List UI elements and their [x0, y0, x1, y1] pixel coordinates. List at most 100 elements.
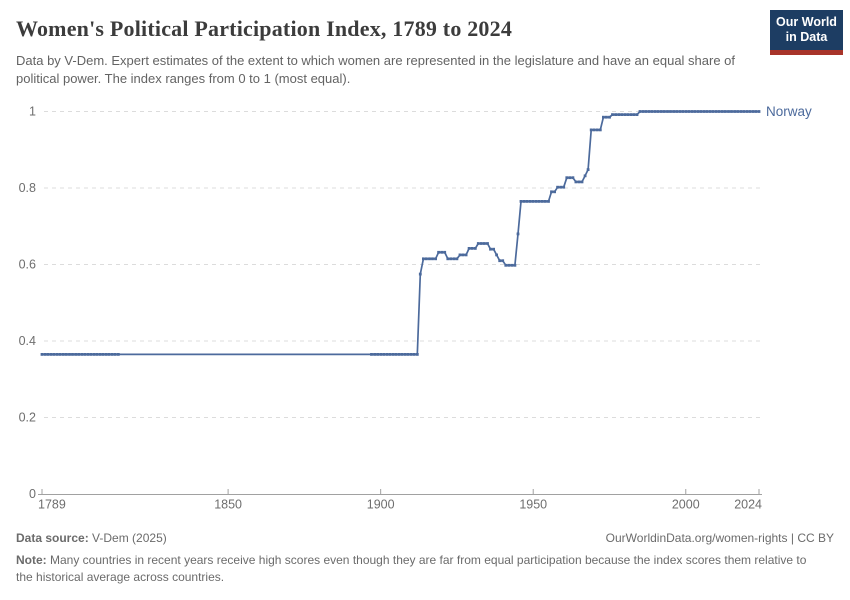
data-point-marker: [504, 263, 508, 267]
data-point-marker: [519, 200, 523, 203]
data-point-marker: [89, 353, 93, 356]
data-point-marker: [672, 110, 675, 113]
data-point-marker: [113, 353, 117, 356]
owid-logo[interactable]: Our World in Data: [770, 10, 843, 55]
data-point-marker: [501, 259, 505, 263]
data-point-marker: [403, 353, 407, 356]
data-point-marker: [629, 113, 633, 116]
norway-line-markers: [40, 110, 761, 356]
data-point-marker: [49, 353, 53, 356]
data-point-marker: [693, 110, 697, 113]
data-point-marker: [727, 110, 730, 113]
data-point-marker: [550, 190, 553, 194]
data-point-marker: [717, 110, 721, 113]
data-point-marker: [605, 115, 608, 119]
data-point-marker: [77, 353, 80, 356]
data-point-marker: [574, 180, 578, 184]
data-point-marker: [98, 353, 102, 356]
data-point-marker: [641, 110, 645, 113]
data-point-marker: [724, 110, 727, 113]
data-point-marker: [495, 253, 498, 257]
data-point-marker: [736, 110, 739, 113]
owid-url-link[interactable]: OurWorldinData.org/women-rights: [605, 531, 788, 545]
data-point-marker: [464, 253, 468, 257]
data-point-marker: [440, 250, 444, 254]
data-point-marker: [745, 110, 749, 113]
data-point-marker: [507, 263, 511, 267]
data-point-marker: [730, 110, 733, 113]
data-point-marker: [623, 113, 627, 116]
data-point-marker: [742, 110, 746, 113]
data-point-marker: [635, 113, 639, 116]
note-text: Many countries in recent years receive h…: [16, 553, 807, 584]
data-point-marker: [86, 353, 90, 356]
data-point-marker: [434, 257, 437, 261]
data-point-marker: [379, 353, 383, 356]
x-tick-label: 1789: [38, 498, 66, 512]
data-point-marker: [644, 110, 648, 113]
owid-logo-line1: Our World: [776, 15, 837, 29]
data-point-marker: [611, 113, 614, 116]
data-point-marker: [40, 353, 44, 356]
entity-label-norway: Norway: [766, 104, 812, 119]
data-point-marker: [58, 353, 62, 356]
data-point-marker: [620, 113, 624, 116]
data-point-marker: [470, 247, 474, 250]
data-point-marker: [565, 176, 569, 180]
license-label: CC BY: [797, 531, 834, 545]
data-source: Data source: V-Dem (2025): [16, 531, 167, 545]
y-tick-label: 0.4: [19, 334, 36, 348]
data-point-marker: [559, 185, 563, 189]
data-point-marker: [382, 353, 386, 356]
data-point-marker: [461, 253, 465, 257]
data-point-marker: [388, 353, 392, 356]
y-tick-label: 0: [29, 487, 36, 501]
data-point-marker: [589, 128, 593, 132]
data-point-marker: [446, 257, 450, 261]
data-point-marker: [80, 353, 84, 356]
data-point-marker: [669, 110, 672, 113]
data-point-marker: [568, 176, 572, 180]
data-point-marker: [666, 110, 669, 113]
data-point-marker: [391, 353, 395, 356]
data-point-marker: [522, 200, 526, 203]
data-point-marker: [608, 115, 611, 119]
data-point-marker: [483, 242, 486, 245]
data-point-marker: [739, 110, 743, 113]
data-point-marker: [702, 110, 706, 113]
data-point-marker: [577, 180, 581, 184]
data-point-marker: [711, 110, 715, 113]
data-point-marker: [675, 110, 678, 113]
data-point-marker: [586, 168, 590, 171]
data-point-marker: [632, 113, 636, 116]
data-point-marker: [708, 110, 712, 113]
data-point-marker: [614, 113, 617, 116]
data-point-marker: [74, 353, 77, 356]
data-point-marker: [425, 257, 428, 261]
data-point-marker: [492, 247, 495, 251]
data-point-marker: [653, 110, 657, 113]
data-point-marker: [687, 110, 691, 113]
data-point-marker: [733, 110, 736, 113]
data-point-marker: [107, 353, 111, 356]
data-point-marker: [104, 353, 108, 356]
participation-line-chart[interactable]: 0 0.2 0.4 0.6 0.8 1 1789 1850 1900 1950 2000 2024 No…: [0, 95, 850, 520]
data-point-marker: [556, 185, 559, 189]
page-title: Women's Political Participation Index, 1…: [16, 16, 513, 41]
data-point-marker: [754, 110, 758, 113]
data-point-marker: [699, 110, 703, 113]
data-point-marker: [531, 200, 535, 203]
data-point-marker: [583, 174, 587, 178]
data-point-marker: [394, 353, 398, 356]
data-point-marker: [638, 110, 642, 113]
attribution: OurWorldinData.org/women-rights | CC BY: [606, 531, 834, 545]
owid-logo-line2: in Data: [785, 30, 828, 45]
data-point-marker: [656, 110, 660, 113]
data-point-marker: [400, 353, 404, 356]
data-point-marker: [595, 128, 599, 132]
data-point-marker: [83, 353, 87, 356]
data-point-marker: [376, 353, 379, 356]
data-point-marker: [541, 200, 544, 203]
data-point-marker: [473, 247, 477, 250]
data-point-marker: [660, 110, 663, 113]
